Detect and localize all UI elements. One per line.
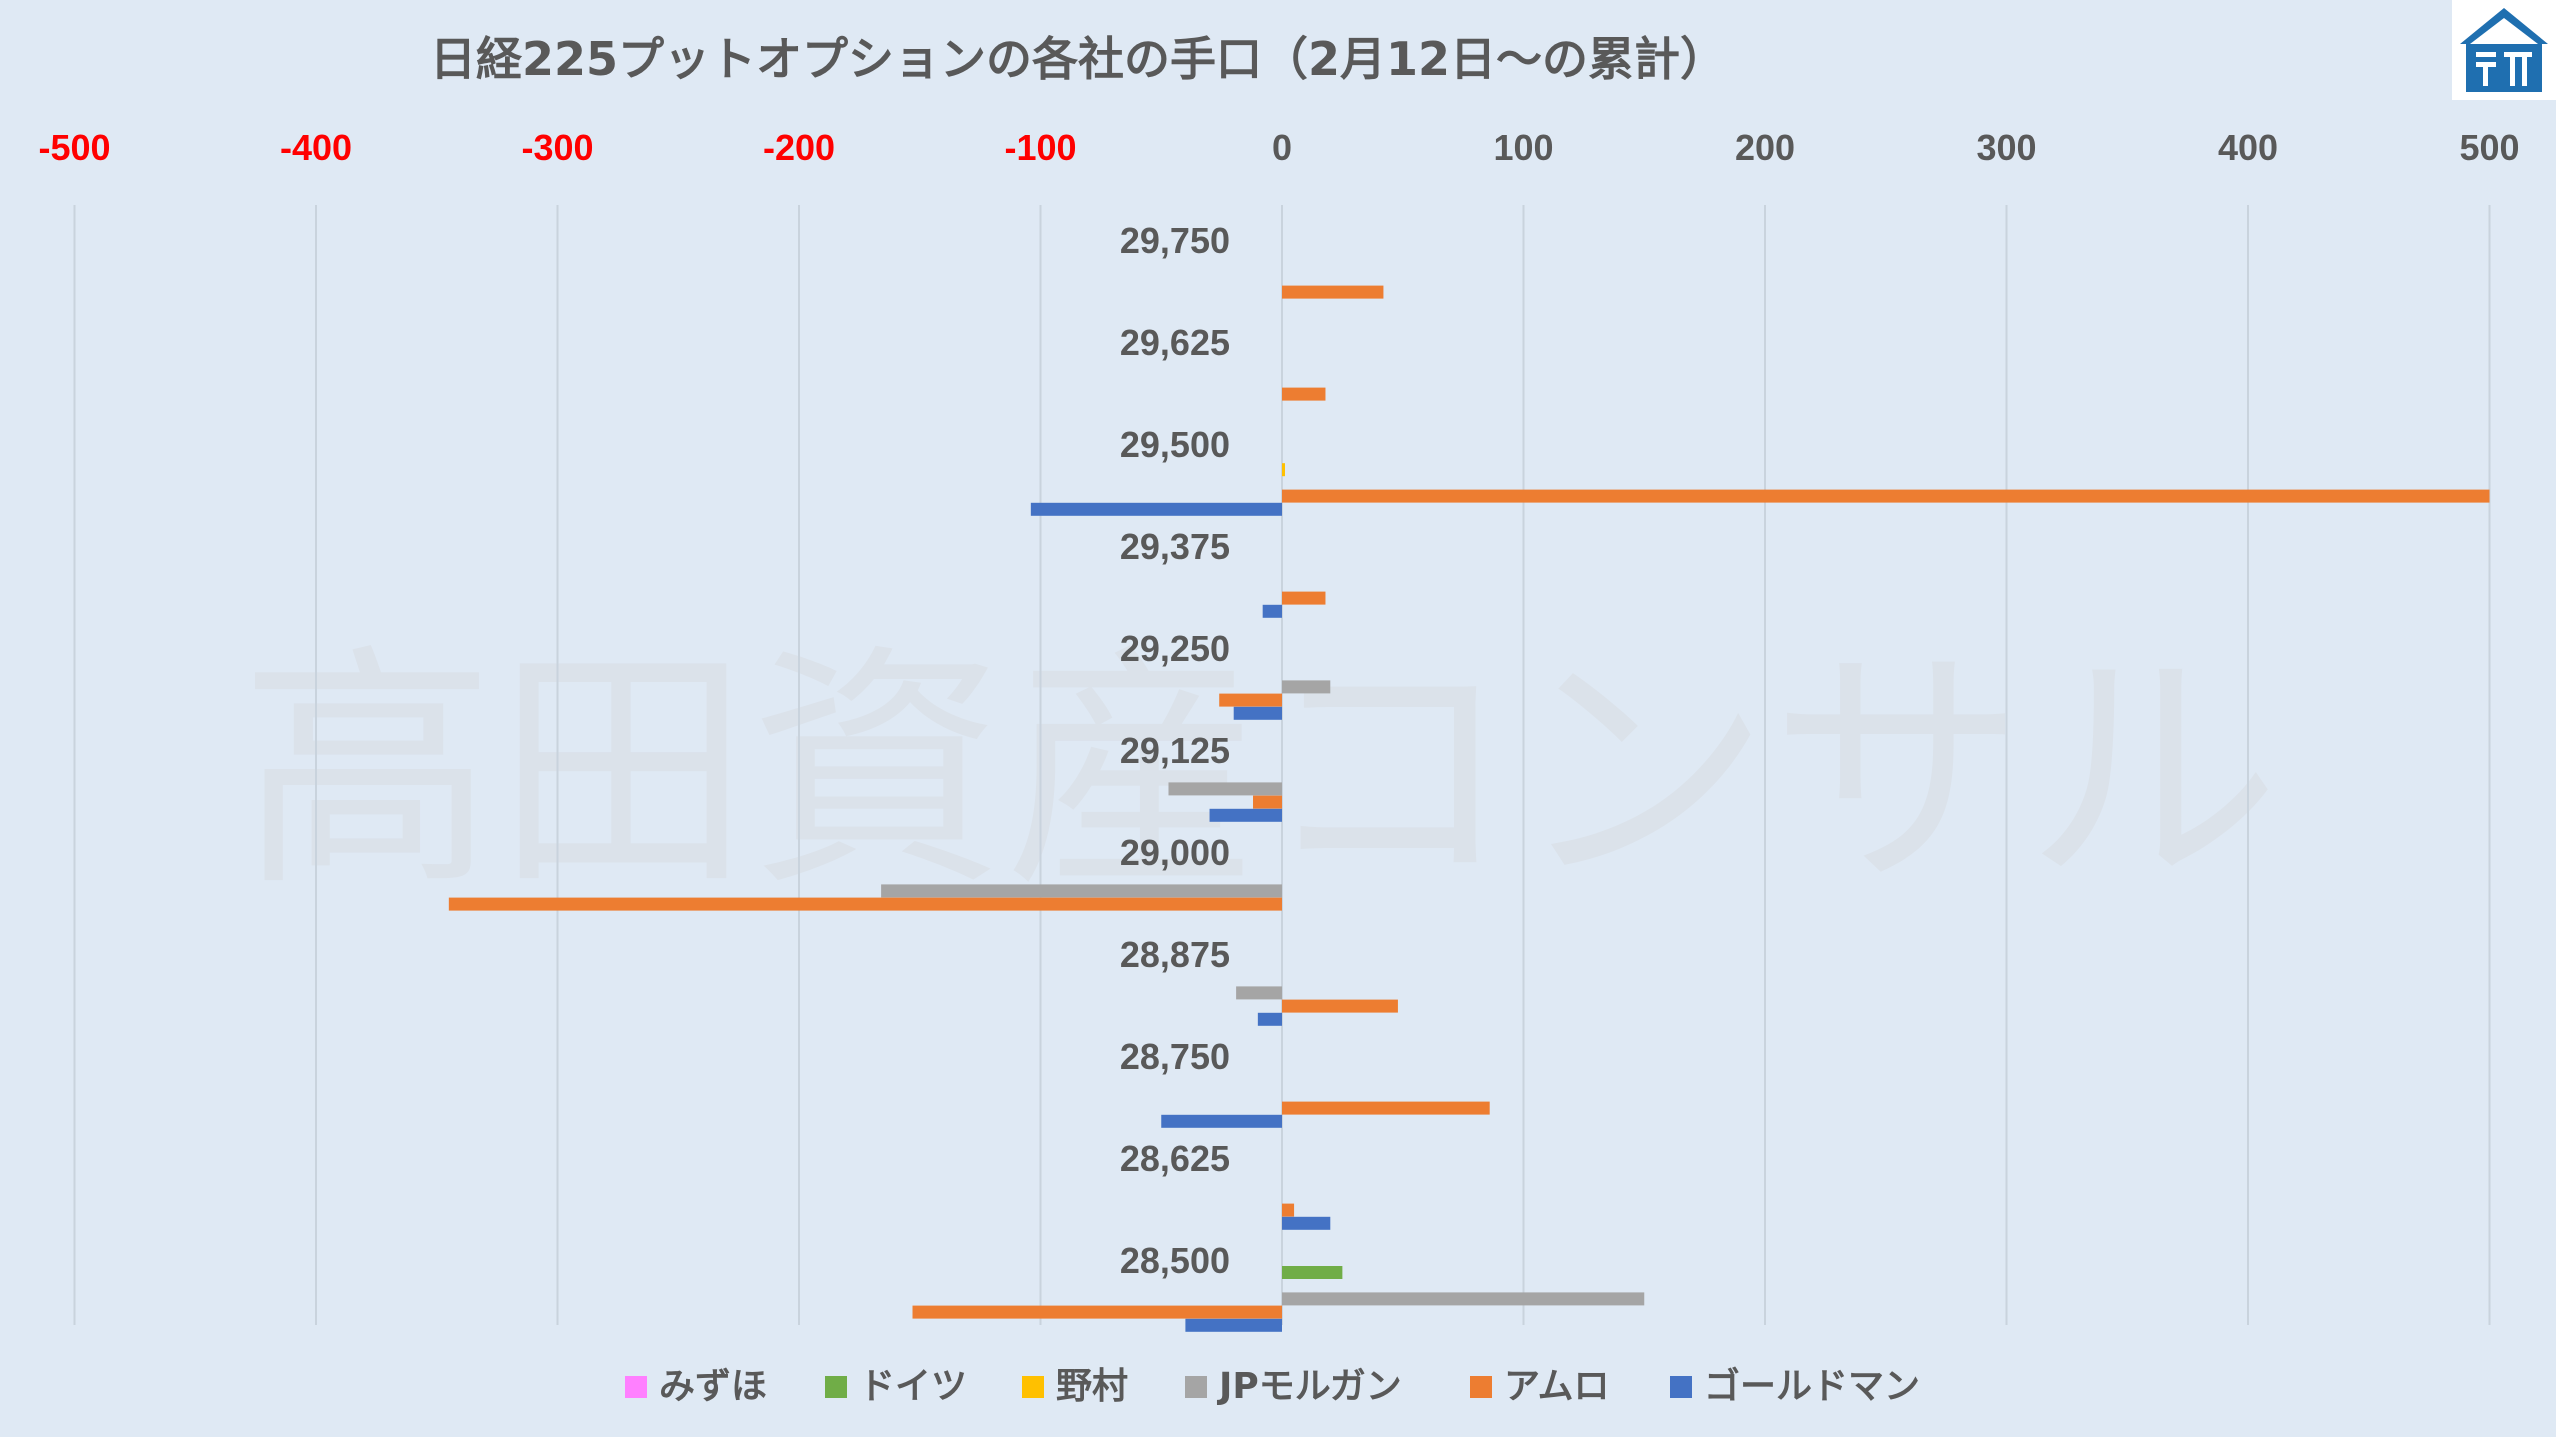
bar bbox=[1236, 986, 1282, 1000]
x-tick-label: -300 bbox=[521, 127, 593, 168]
bar bbox=[1282, 489, 2490, 503]
category-label: 29,750 bbox=[1120, 220, 1230, 261]
bar bbox=[1282, 999, 1398, 1013]
legend-label: ゴールドマン bbox=[1704, 1365, 1920, 1407]
bar bbox=[1209, 808, 1282, 822]
category-labels: 29,750 29,625 29,500 29,375 29,250 29,125 29,0… bbox=[1120, 220, 1230, 1281]
legend-swatch bbox=[1022, 1376, 1044, 1398]
bar bbox=[1161, 1114, 1282, 1128]
x-tick-label: 200 bbox=[1735, 127, 1795, 168]
bar bbox=[1282, 1203, 1295, 1217]
category-label: 28,500 bbox=[1120, 1240, 1230, 1281]
legend-item: アムロ bbox=[1470, 1366, 1609, 1407]
bar bbox=[1282, 680, 1331, 694]
x-axis-ticks: -500 -400 -300 -200 -100 0 100 200 300 400 500 bbox=[38, 127, 2519, 168]
legend-label: ドイツ bbox=[859, 1366, 967, 1407]
watermark-text: 高田資産コンサル bbox=[240, 624, 2280, 921]
category-label: 29,500 bbox=[1120, 424, 1230, 465]
legend: みずほ ドイツ 野村 JPモルガン アムロ ゴールドマン bbox=[625, 1365, 1920, 1407]
legend-item: ドイツ bbox=[825, 1366, 967, 1407]
bar bbox=[912, 1305, 1282, 1319]
bar bbox=[1282, 1292, 1645, 1306]
x-tick-label: -500 bbox=[38, 127, 110, 168]
category-label: 29,625 bbox=[1120, 322, 1230, 363]
x-tick-label: 500 bbox=[2459, 127, 2519, 168]
bar bbox=[1282, 387, 1326, 401]
bar bbox=[1030, 502, 1282, 516]
legend-label: アムロ bbox=[1504, 1366, 1609, 1407]
x-tick-label: 0 bbox=[1272, 127, 1292, 168]
legend-label: JPモルガン bbox=[1216, 1366, 1402, 1407]
bar bbox=[1168, 782, 1282, 796]
category-label: 28,875 bbox=[1120, 934, 1230, 975]
bar bbox=[1282, 285, 1384, 299]
legend-swatch bbox=[625, 1376, 647, 1398]
legend-swatch bbox=[1185, 1376, 1207, 1398]
bar bbox=[1219, 693, 1282, 707]
legend-item: JPモルガン bbox=[1185, 1366, 1402, 1407]
bar bbox=[1282, 1216, 1331, 1230]
category-label: 29,125 bbox=[1120, 730, 1230, 771]
bar bbox=[1233, 706, 1282, 720]
bar bbox=[1262, 604, 1282, 618]
legend-swatch bbox=[1470, 1376, 1492, 1398]
legend-item: みずほ bbox=[625, 1366, 767, 1407]
category-label: 29,250 bbox=[1120, 628, 1230, 669]
x-tick-label: -100 bbox=[1004, 127, 1076, 168]
legend-label: みずほ bbox=[659, 1366, 767, 1407]
x-tick-label: 400 bbox=[2218, 127, 2278, 168]
watermark: 高田資産コンサル bbox=[240, 624, 2280, 921]
bar bbox=[1282, 463, 1285, 477]
bar bbox=[1185, 1318, 1282, 1332]
bar bbox=[1282, 591, 1326, 605]
bar bbox=[448, 897, 1282, 911]
x-tick-label: -400 bbox=[280, 127, 352, 168]
chart-title: 日経225プットオプションの各社の手口（2月12日〜の累計） bbox=[430, 32, 1726, 86]
x-tick-label: -200 bbox=[763, 127, 835, 168]
x-tick-label: 300 bbox=[1976, 127, 2036, 168]
bar bbox=[881, 884, 1282, 898]
category-label: 29,375 bbox=[1120, 526, 1230, 567]
category-label: 29,000 bbox=[1120, 832, 1230, 873]
legend-swatch bbox=[1670, 1376, 1692, 1398]
category-label: 28,625 bbox=[1120, 1138, 1230, 1179]
legend-label: 野村 bbox=[1056, 1366, 1128, 1407]
bars bbox=[448, 285, 2490, 1332]
legend-swatch bbox=[825, 1376, 847, 1398]
bar bbox=[1282, 1101, 1490, 1115]
company-house-logo-icon bbox=[2452, 0, 2556, 100]
legend-item: 野村 bbox=[1022, 1366, 1128, 1407]
bar bbox=[1282, 1266, 1343, 1279]
category-label: 28,750 bbox=[1120, 1036, 1230, 1077]
x-tick-label: 100 bbox=[1493, 127, 1553, 168]
bar bbox=[1257, 1012, 1282, 1026]
legend-item: ゴールドマン bbox=[1670, 1365, 1920, 1407]
bar bbox=[1253, 795, 1282, 809]
